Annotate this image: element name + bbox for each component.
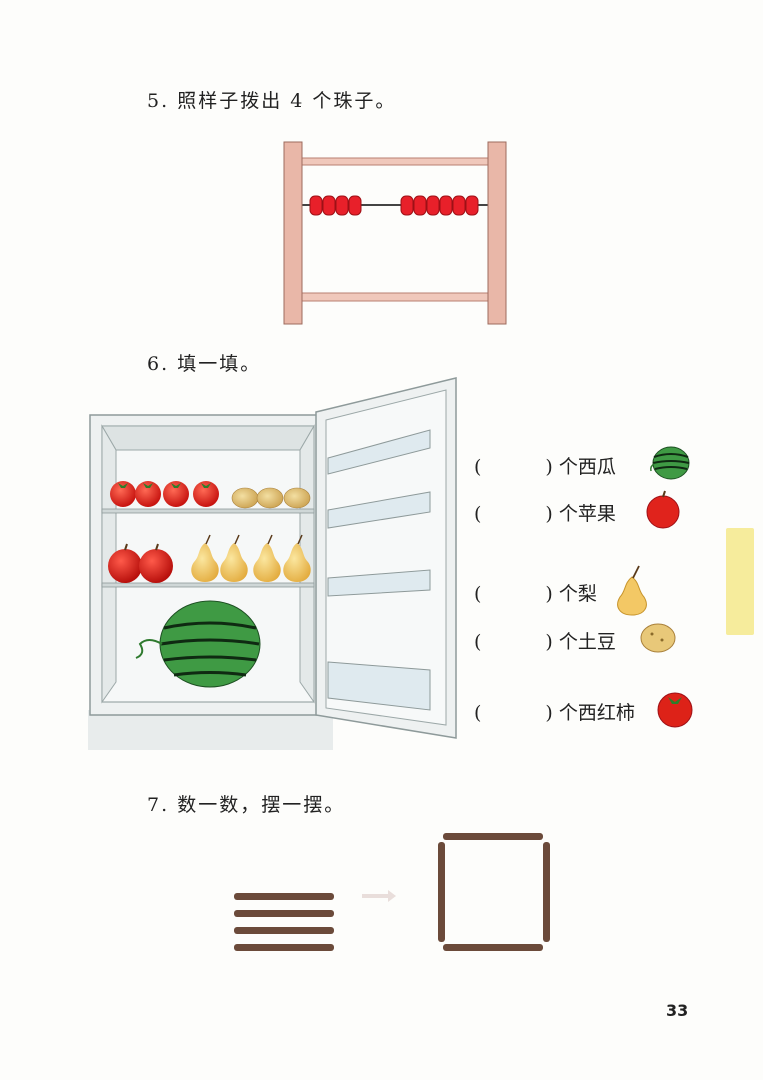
bead [439, 195, 453, 216]
apple-icon [646, 490, 680, 529]
abacus-left-post [283, 141, 303, 325]
fridge-shelf-2 [101, 582, 315, 588]
open-paren: ( [474, 583, 482, 605]
fill-row-pear: () 个梨 [474, 579, 597, 606]
potato-icon [640, 623, 676, 653]
bead [452, 195, 466, 216]
bead [413, 195, 427, 216]
abacus-right-post [487, 141, 507, 325]
door-shelf-2 [327, 491, 431, 529]
potato [231, 487, 259, 509]
door-shelf-4 [327, 661, 431, 711]
pear [283, 543, 311, 582]
fridge-apples [108, 543, 173, 583]
close-paren: ) [545, 583, 553, 605]
question-text: 照样子拨出 4 个珠子。 [177, 90, 397, 112]
question-number: 6. [147, 353, 170, 375]
bead [309, 195, 323, 216]
fill-label: 个苹果 [558, 503, 616, 525]
fill-row-watermelon: () 个西瓜 [474, 452, 616, 479]
fridge-pears [191, 534, 311, 582]
tomato [163, 481, 189, 507]
abacus-right-beads [400, 195, 479, 216]
stick [443, 833, 543, 840]
arrow-icon [362, 890, 396, 902]
bead [400, 195, 414, 216]
watermelon-icon [650, 446, 690, 480]
open-paren: ( [474, 631, 482, 653]
apple [139, 549, 173, 583]
stick-square [438, 833, 550, 951]
close-paren: ) [545, 456, 553, 478]
abacus-left-beads [309, 195, 362, 216]
fill-row-tomato: () 个西红柿 [474, 698, 635, 725]
question-number: 7. [147, 794, 170, 816]
abacus-top-bar [295, 157, 493, 166]
question-number: 5. [147, 90, 170, 112]
stick [234, 910, 334, 917]
stick [438, 842, 445, 942]
fill-label: 个土豆 [558, 631, 616, 653]
close-paren: ) [545, 631, 553, 653]
fridge-shelf-1 [101, 508, 315, 514]
close-paren: ) [545, 503, 553, 525]
sticks-illustration [234, 833, 550, 951]
question-text: 数一数，摆一摆。 [177, 794, 346, 816]
fill-label: 个西瓜 [558, 456, 616, 478]
stick [234, 927, 334, 934]
open-paren: ( [474, 456, 482, 478]
floor-shadow [88, 710, 333, 750]
pear [220, 543, 248, 582]
question-7-title: 7. 数一数，摆一摆。 [147, 790, 345, 817]
question-5-title: 5. 照样子拨出 4 个珠子。 [147, 86, 396, 113]
fill-row-apple: () 个苹果 [474, 499, 616, 526]
stick [234, 944, 334, 951]
fridge-top-inset [101, 425, 315, 451]
tomato [110, 481, 136, 507]
tomato-icon [657, 692, 693, 728]
pear-icon [617, 565, 647, 616]
stick [443, 944, 543, 951]
open-paren: ( [474, 702, 482, 724]
bead [322, 195, 336, 216]
abacus-illustration [283, 141, 507, 325]
bead [348, 195, 362, 216]
stick [543, 842, 550, 942]
door-shelf-1 [327, 429, 431, 475]
door-shelf-3 [327, 569, 431, 597]
fridge-illustration [88, 377, 457, 750]
pear [191, 543, 219, 582]
bead [426, 195, 440, 216]
potato [256, 487, 284, 509]
pear [253, 543, 281, 582]
bead [465, 195, 479, 216]
close-paren: ) [545, 702, 553, 724]
fill-label: 个西红柿 [558, 702, 635, 724]
tomato [135, 481, 161, 507]
potato [283, 487, 311, 509]
bead [335, 195, 349, 216]
apple [108, 549, 142, 583]
fridge-tomatoes [110, 481, 219, 507]
tomato [193, 481, 219, 507]
abacus-bottom-bar [295, 292, 493, 302]
side-tab [726, 528, 754, 635]
fridge-potatoes [231, 487, 311, 509]
stick [234, 893, 334, 900]
fill-label: 个梨 [558, 583, 597, 605]
question-6-title: 6. 填一填。 [147, 349, 261, 376]
stacked-sticks [234, 893, 334, 951]
fridge-watermelon [135, 600, 261, 688]
fridge-door-inner [325, 389, 447, 726]
fill-row-potato: () 个土豆 [474, 627, 616, 654]
question-text: 填一填。 [177, 353, 262, 375]
page-number: 33 [666, 1001, 689, 1020]
open-paren: ( [474, 503, 482, 525]
